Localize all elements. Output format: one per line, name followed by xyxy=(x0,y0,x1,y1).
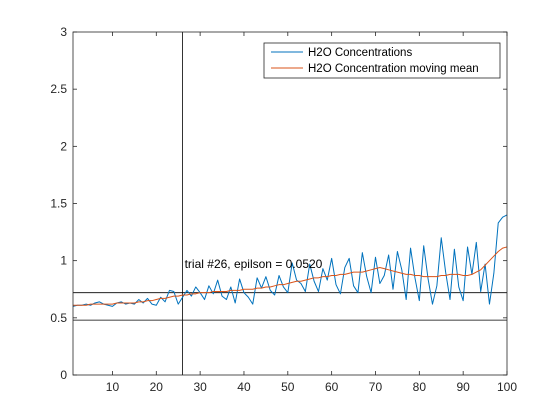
x-tick-label: 30 xyxy=(193,380,207,394)
legend-box xyxy=(263,42,501,79)
x-tick-label: 20 xyxy=(150,380,164,394)
y-tick-label: 2.5 xyxy=(50,82,67,96)
x-tick-label: 80 xyxy=(413,380,427,394)
x-tick-label: 90 xyxy=(456,380,470,394)
y-tick-label: 0.5 xyxy=(50,311,67,325)
y-axis: 0 0.5 1 1.5 2 2.5 3 xyxy=(50,25,507,382)
x-tick-label: 10 xyxy=(106,380,120,394)
x-tick-label: 50 xyxy=(281,380,295,394)
x-tick-label: 100 xyxy=(497,380,517,394)
series-layer xyxy=(72,214,508,307)
legend: H2O Concentrations H2O Concentration mov… xyxy=(263,42,501,79)
y-tick-label: 3 xyxy=(60,25,67,39)
series-line-h2o-concentrations xyxy=(72,214,508,307)
legend-label-h2o-concentrations: H2O Concentrations xyxy=(308,47,412,59)
legend-label-h2o-moving-mean: H2O Concentration moving mean xyxy=(308,63,479,75)
y-tick-label: 0 xyxy=(60,368,67,382)
x-tick-label: 40 xyxy=(237,380,251,394)
y-tick-label: 1.5 xyxy=(50,197,67,211)
x-tick-label: 70 xyxy=(369,380,383,394)
plot-area xyxy=(73,32,507,375)
y-tick-label: 2 xyxy=(60,139,67,153)
reference-lines xyxy=(73,32,507,375)
series-line-h2o-moving-mean xyxy=(73,246,508,306)
trial-annotation: trial #26, epilson = 0.0520 xyxy=(185,257,323,271)
x-tick-label: 60 xyxy=(325,380,339,394)
y-tick-label: 1 xyxy=(60,254,67,268)
x-axis: 10 20 30 40 50 60 70 80 90 100 xyxy=(106,32,517,394)
